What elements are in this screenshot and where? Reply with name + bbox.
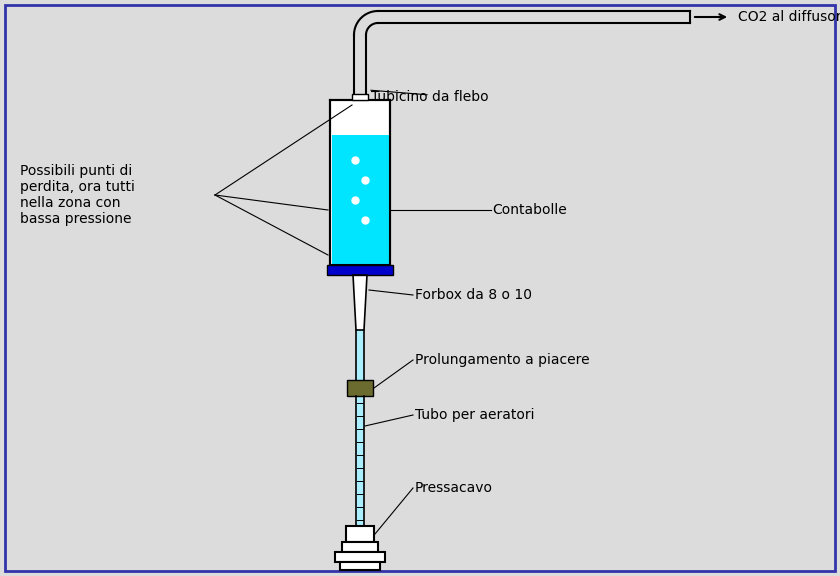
Bar — [352, 94, 368, 100]
Text: Tubo per aeratori: Tubo per aeratori — [415, 408, 534, 422]
Text: CO2 al diffusore: CO2 al diffusore — [738, 10, 840, 24]
Bar — [330, 100, 390, 265]
Bar — [346, 526, 374, 542]
Text: Pressacavo: Pressacavo — [415, 481, 493, 495]
Bar — [356, 396, 364, 526]
Text: Forbox da 8 o 10: Forbox da 8 o 10 — [415, 288, 532, 302]
Text: Prolungamento a piacere: Prolungamento a piacere — [415, 353, 590, 367]
Bar — [347, 380, 373, 396]
Bar — [342, 542, 378, 552]
Bar — [335, 552, 385, 562]
Bar — [327, 265, 393, 275]
Text: Contabolle: Contabolle — [492, 203, 567, 217]
Bar — [332, 135, 388, 264]
Text: Possibili punti di
perdita, ora tutti
nella zona con
bassa pressione: Possibili punti di perdita, ora tutti ne… — [20, 164, 135, 226]
Polygon shape — [353, 275, 367, 330]
Bar — [340, 562, 380, 570]
Bar — [356, 330, 364, 380]
Text: Tubicino da flebo: Tubicino da flebo — [371, 90, 489, 104]
